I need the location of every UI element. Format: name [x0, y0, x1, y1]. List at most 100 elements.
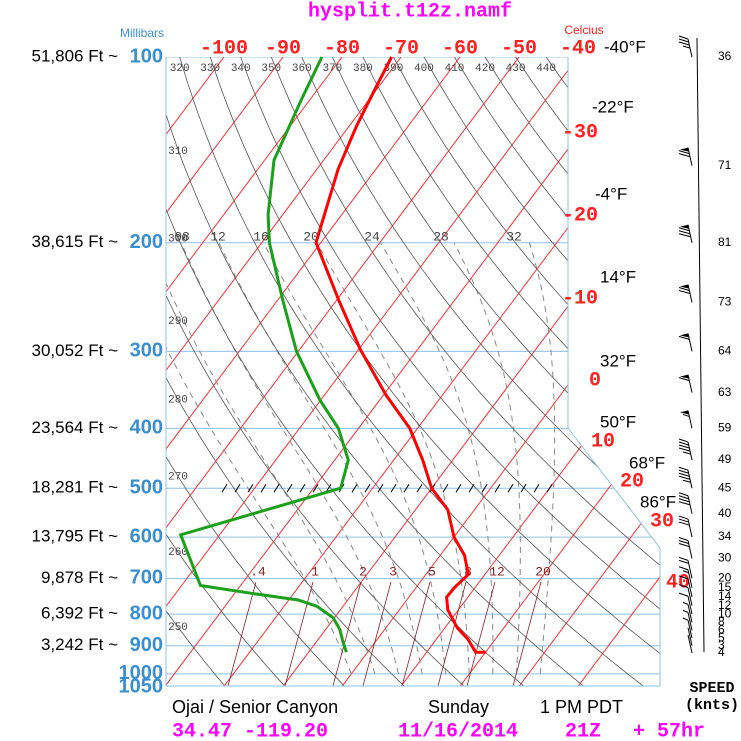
- fahrenheit-label: -4°F: [595, 184, 627, 203]
- height-label: 9,878 Ft ~: [41, 568, 118, 587]
- height-label: 13,795 Ft ~: [32, 527, 119, 546]
- wind-barb: [678, 556, 693, 579]
- mixing-ratio-line: [466, 581, 496, 686]
- dry-adiabat: [166, 57, 466, 686]
- barb-staff: [687, 374, 693, 393]
- moist-label: 08: [174, 229, 190, 244]
- isotherm: [166, 57, 343, 686]
- temperature-tick-label: -50: [501, 37, 537, 60]
- fahrenheit-label: 32°F: [600, 351, 636, 370]
- wind-axis: [696, 37, 705, 653]
- footer-time: 1 PM PDT: [540, 697, 623, 717]
- theta-label: 410: [445, 63, 465, 75]
- height-label: 30,052 Ft ~: [32, 341, 119, 360]
- barb-full: [678, 441, 689, 446]
- hatch: [416, 483, 423, 493]
- barb-staff: [687, 441, 693, 461]
- barb-full: [678, 230, 690, 235]
- height-label: 51,806 Ft ~: [32, 46, 119, 65]
- dry-adiabat: [301, 57, 660, 686]
- hatch: [351, 483, 358, 493]
- dry-adiabat: [209, 57, 660, 686]
- barb-full: [678, 537, 689, 541]
- temperature-tick-label: -10: [562, 287, 598, 310]
- pressure-label: 500: [130, 476, 163, 498]
- barb-full: [678, 35, 689, 40]
- moist-label: 32: [506, 229, 522, 244]
- wind-barb: [682, 617, 693, 639]
- barb-staff: [687, 627, 693, 646]
- fahrenheit-label: -22°F: [592, 97, 634, 116]
- wind-speed-label: 59: [718, 421, 732, 435]
- moist-adiabat: [263, 242, 447, 674]
- moist-adiabat: [218, 242, 423, 674]
- barb-full: [678, 38, 689, 43]
- wind-barb: [687, 634, 693, 654]
- wind-speed-label: 8: [718, 615, 725, 629]
- mixing-ratio-line: [227, 581, 257, 686]
- barb-full: [678, 438, 689, 443]
- barb-flag: [680, 147, 689, 152]
- barb-full: [678, 153, 690, 158]
- theta-label: 340: [231, 63, 251, 75]
- theta-label: 290: [168, 316, 188, 328]
- barb-flag: [680, 284, 689, 289]
- pressure-label: 700: [130, 567, 163, 589]
- mixing-ratio-line: [332, 581, 362, 686]
- pressure-label: 200: [130, 231, 163, 253]
- barb-half: [682, 45, 690, 49]
- mixing-label: 1: [311, 564, 319, 579]
- wind-speed-label: 71: [718, 158, 732, 172]
- theta-label: 380: [353, 63, 373, 75]
- wind-speed-label: 30: [718, 551, 732, 565]
- hatch: [468, 483, 475, 493]
- barb-full: [678, 584, 689, 589]
- moist-adiabat: [380, 242, 494, 674]
- mixing-label: .4: [250, 564, 266, 579]
- isotherm: [166, 57, 461, 686]
- mixing-label: 5: [428, 564, 436, 579]
- mixing-label: 3: [389, 564, 397, 579]
- theta-label: 350: [261, 63, 281, 75]
- barb-staff: [687, 410, 693, 429]
- height-label: 23,564 Ft ~: [32, 418, 119, 437]
- pressure-label: 300: [130, 340, 163, 362]
- wind-barb: [682, 601, 693, 623]
- temperature-tick-label: -40: [560, 37, 596, 60]
- barb-full: [678, 575, 689, 580]
- footer-date: 11/16/2014: [398, 720, 518, 741]
- theta-label: 280: [168, 394, 188, 406]
- height-label: 38,615 Ft ~: [32, 232, 119, 251]
- hatch: [221, 483, 228, 493]
- mixing-label: 20: [535, 564, 551, 579]
- isotherm: [166, 57, 638, 686]
- barb-full: [678, 233, 691, 238]
- barb-full: [678, 290, 690, 294]
- theta-label: 420: [475, 63, 495, 75]
- dry-adiabat: [166, 57, 226, 686]
- barb-staff: [687, 470, 693, 489]
- wind-barb: [678, 147, 693, 166]
- wind-speed-label: 34: [718, 529, 732, 543]
- dry-adiabat: [179, 57, 645, 686]
- barb-staff: [687, 540, 693, 559]
- dry-adiabat: [362, 57, 660, 686]
- barb-full: [678, 498, 690, 503]
- barb-staff: [687, 587, 693, 606]
- dry-adiabat: [166, 57, 286, 686]
- moist-adiabat: [528, 242, 556, 674]
- wind-barb: [678, 537, 693, 559]
- barb-staff: [687, 596, 693, 615]
- barb-full: [678, 495, 689, 500]
- dry-adiabat: [545, 57, 660, 686]
- hatch: [520, 483, 527, 493]
- dry-adiabat: [515, 57, 660, 686]
- footer-coordinates: 34.47 -119.20: [172, 720, 328, 741]
- temperature-tick-label: 0: [589, 369, 601, 392]
- barb-half: [682, 601, 689, 605]
- wind-barb: [678, 374, 693, 393]
- dry-adiabat: [166, 57, 526, 686]
- moist-adiabat: [166, 242, 352, 675]
- dewpoint-trace: [178, 56, 350, 653]
